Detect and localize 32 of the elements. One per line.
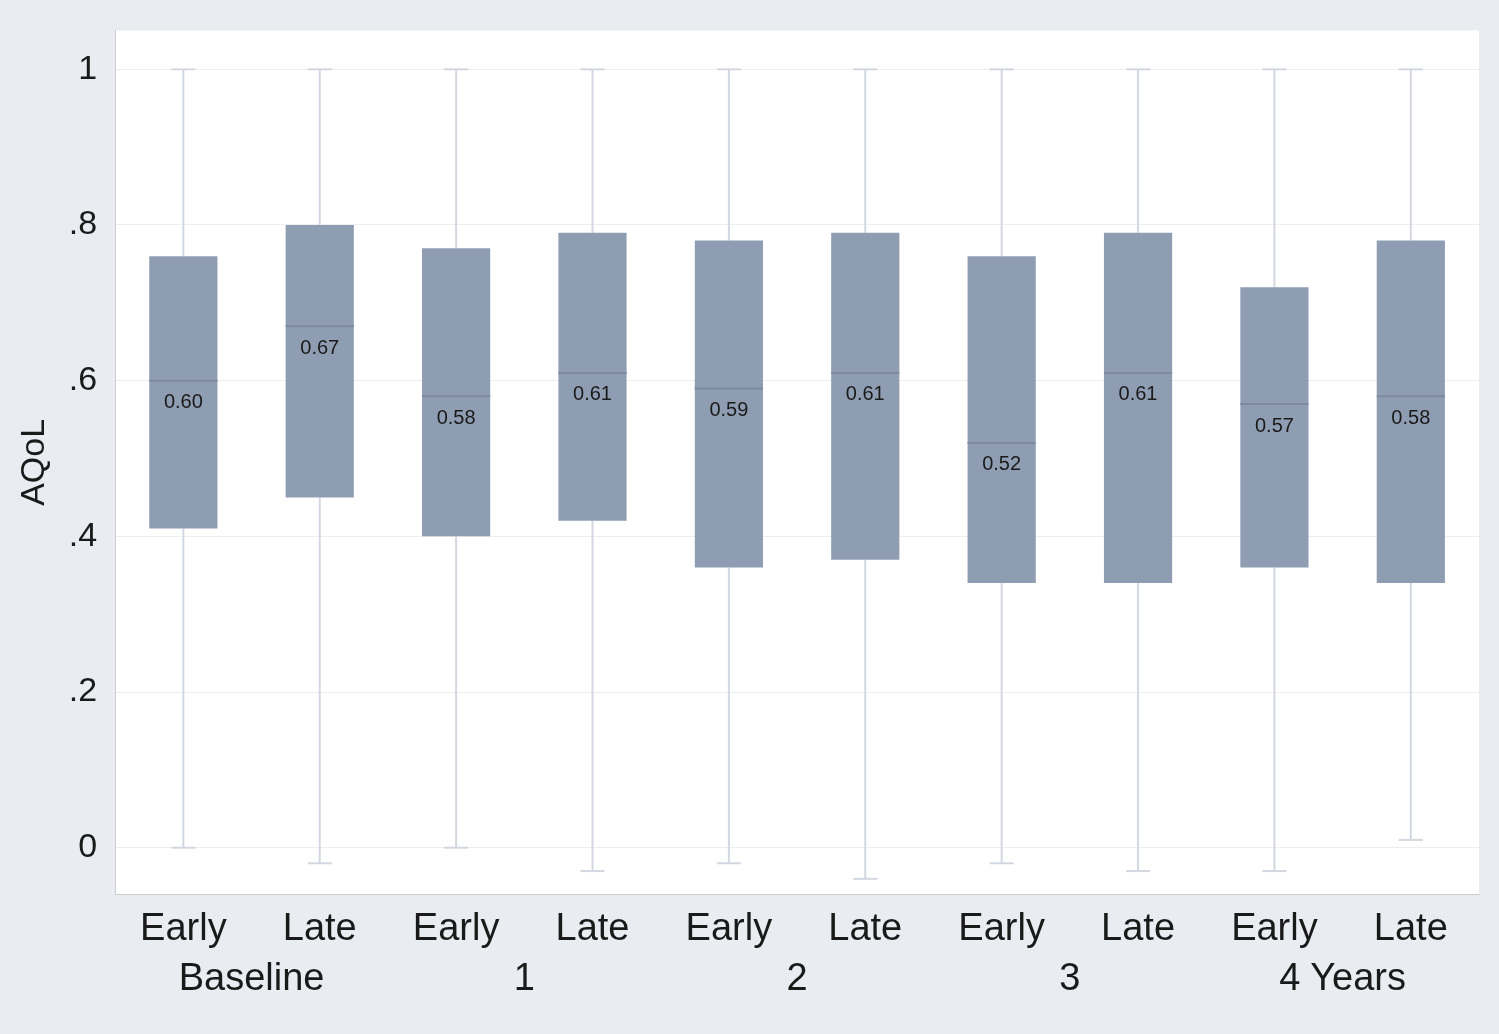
x-tick-label: Late (555, 905, 630, 948)
text: 0.58 (1391, 405, 1431, 428)
text: 0.52 (982, 452, 1022, 475)
text: 1 (513, 955, 535, 998)
y-axis-title: AQoL (12, 418, 51, 506)
text: 0.61 (845, 382, 885, 405)
y-tick-label: .8 (68, 203, 98, 242)
text: 3 (1059, 955, 1081, 998)
text: Baseline (178, 955, 325, 998)
x-tick-label: Late (1101, 905, 1176, 948)
text: 0.58 (436, 405, 476, 428)
x-tick-label: Late (1373, 905, 1448, 948)
x-tick-label: Early (412, 905, 500, 948)
x-tick-label: Early (1231, 905, 1318, 948)
text: 0.61 (573, 382, 612, 405)
text: 2 (786, 955, 808, 998)
text: 0.59 (709, 397, 749, 420)
y-tick-label: .2 (68, 670, 98, 709)
y-tick-label: 1 (78, 47, 98, 86)
text: 0.57 (1254, 413, 1294, 436)
text: 4 Years (1279, 955, 1407, 998)
text: 0.67 (300, 335, 340, 358)
text: 0.60 (163, 390, 203, 413)
x-tick-label: Early (140, 905, 227, 948)
x-tick-label: Late (282, 905, 357, 948)
x-tick-label: Late (828, 905, 903, 948)
y-tick-label: .4 (68, 514, 98, 553)
text: 0.61 (1118, 382, 1158, 405)
x-tick-label: Early (685, 905, 773, 948)
x-tick-label: Early (958, 905, 1045, 948)
y-tick-label: .6 (68, 359, 98, 398)
y-tick-label: 0 (78, 826, 98, 865)
